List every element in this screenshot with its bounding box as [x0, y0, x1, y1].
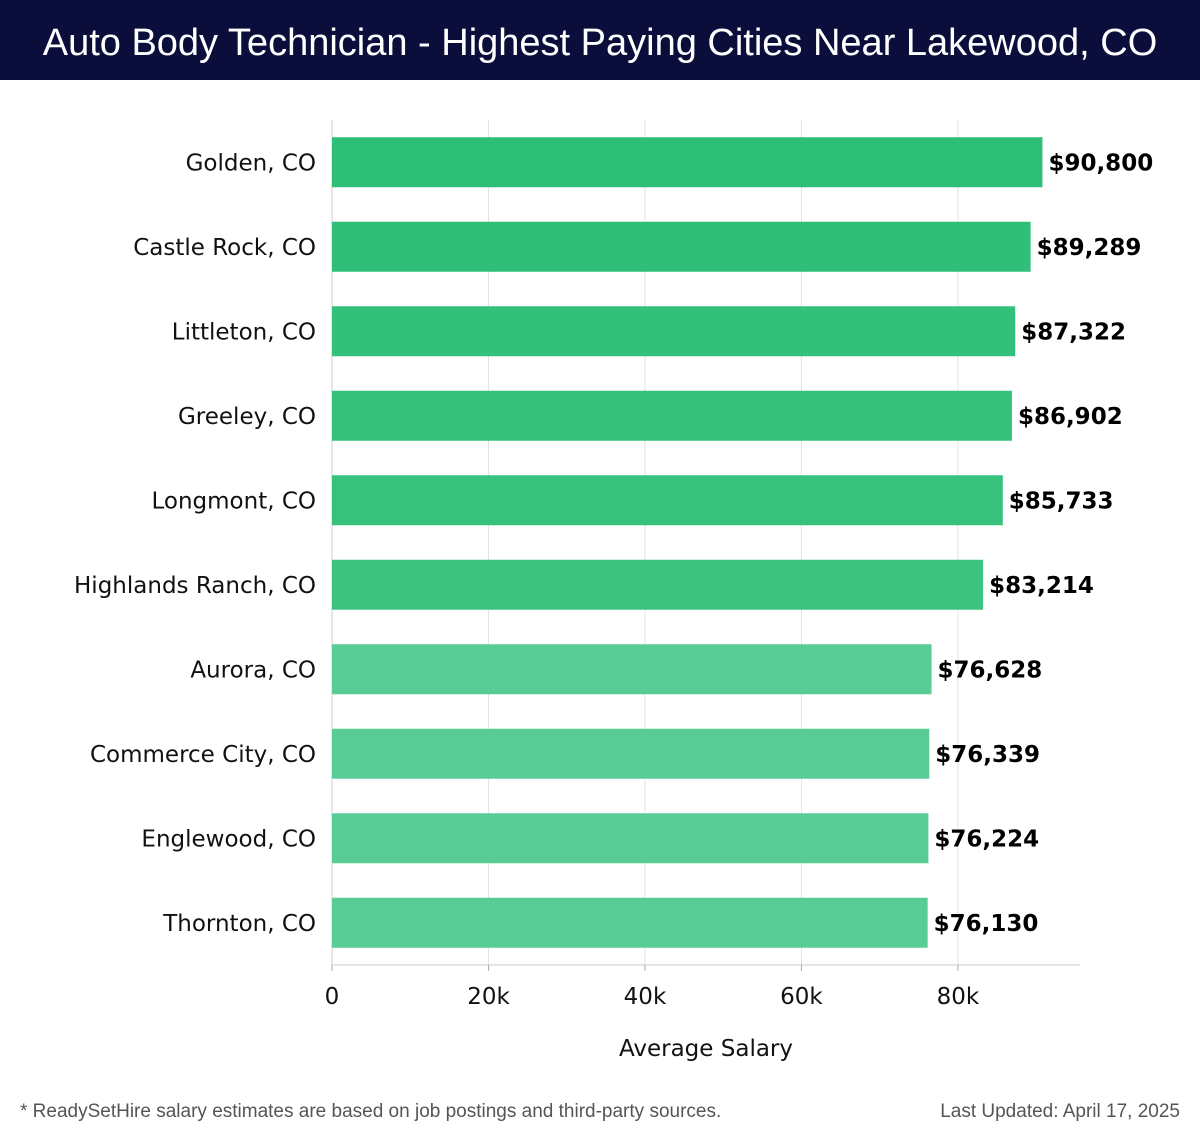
category-label: Castle Rock, CO: [133, 235, 316, 261]
bar: [332, 306, 1016, 357]
bar: [332, 475, 1003, 526]
bar: [332, 390, 1012, 441]
x-axis-title: Average Salary: [619, 1036, 793, 1062]
footnote: * ReadySetHire salary estimates are base…: [20, 1101, 722, 1122]
category-label: Thornton, CO: [162, 911, 316, 937]
value-label: $76,628: [938, 657, 1043, 683]
x-tick-label: 20k: [467, 984, 510, 1010]
last-updated: Last Updated: April 17, 2025: [940, 1101, 1180, 1122]
value-label: $76,130: [934, 911, 1039, 937]
x-tick-label: 80k: [937, 984, 980, 1010]
value-label: $90,800: [1048, 150, 1153, 176]
category-label: Englewood, CO: [141, 826, 316, 852]
value-label: $85,733: [1009, 488, 1114, 514]
x-tick-label: 40k: [624, 984, 667, 1010]
bar: [332, 559, 984, 610]
bar: [332, 137, 1043, 188]
x-tick-label: 0: [325, 984, 340, 1010]
category-label: Golden, CO: [186, 150, 316, 176]
value-label: $76,339: [935, 742, 1040, 768]
x-tick-label: 60k: [780, 984, 823, 1010]
category-label: Highlands Ranch, CO: [74, 573, 316, 599]
salary-bar-chart: Golden, CO $90,800 Castle Rock, CO $89,289 L…: [74, 120, 1153, 1062]
value-label: $83,214: [989, 573, 1094, 599]
bar: [332, 644, 932, 695]
bar: [332, 897, 928, 948]
category-label: Greeley, CO: [178, 404, 316, 430]
category-label: Littleton, CO: [172, 319, 316, 345]
page-title: Auto Body Technician - Highest Paying Ci…: [42, 22, 1158, 64]
value-label: $76,224: [934, 826, 1039, 852]
category-label: Aurora, CO: [190, 657, 316, 683]
category-label: Longmont, CO: [151, 488, 316, 514]
value-label: $89,289: [1037, 235, 1142, 261]
bar: [332, 813, 929, 864]
category-label: Commerce City, CO: [90, 742, 316, 768]
value-label: $86,902: [1018, 404, 1123, 430]
bar: [332, 221, 1031, 272]
value-label: $87,322: [1021, 319, 1126, 345]
bar: [332, 728, 930, 779]
header-bar: Auto Body Technician - Highest Paying Ci…: [0, 0, 1200, 80]
